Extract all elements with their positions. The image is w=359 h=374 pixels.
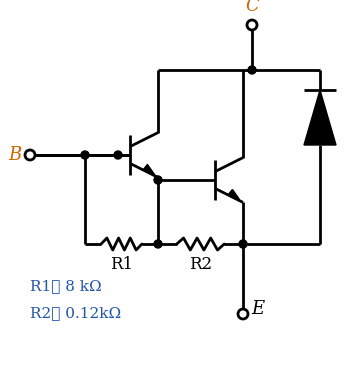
- Polygon shape: [228, 190, 239, 200]
- Circle shape: [154, 176, 162, 184]
- Circle shape: [248, 66, 256, 74]
- Polygon shape: [304, 90, 336, 145]
- Circle shape: [247, 20, 257, 30]
- Text: R2: R2: [189, 256, 212, 273]
- Circle shape: [238, 309, 248, 319]
- Text: R2≅ 0.12kΩ: R2≅ 0.12kΩ: [30, 306, 121, 320]
- Text: R1: R1: [110, 256, 133, 273]
- Circle shape: [154, 240, 162, 248]
- Polygon shape: [143, 165, 155, 175]
- Circle shape: [81, 151, 89, 159]
- Text: R1≅ 8 kΩ: R1≅ 8 kΩ: [30, 279, 102, 293]
- Circle shape: [239, 240, 247, 248]
- Circle shape: [25, 150, 35, 160]
- Text: E: E: [251, 300, 264, 318]
- Text: B: B: [9, 146, 22, 164]
- Circle shape: [114, 151, 122, 159]
- Text: C: C: [245, 0, 259, 15]
